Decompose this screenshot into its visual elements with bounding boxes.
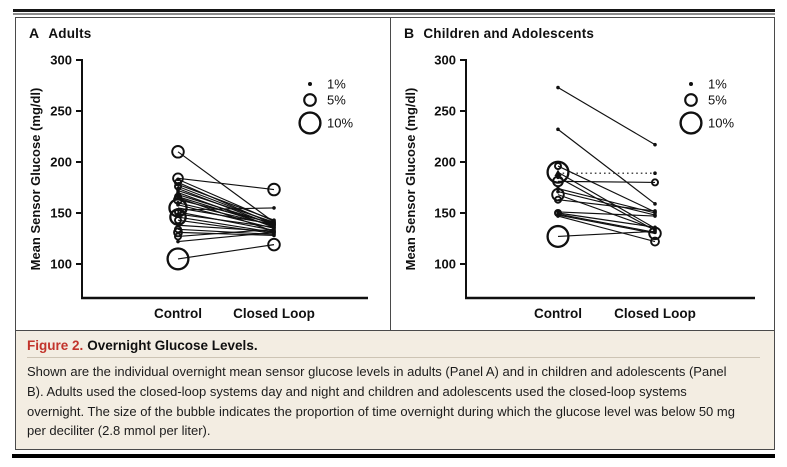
panel-b-heading: Children and Adolescents [423, 26, 595, 41]
caption-text: Shown are the individual overnight mean … [27, 364, 735, 439]
legend-label: 1% [327, 77, 346, 92]
y-tick-label: 100 [50, 257, 72, 272]
bubble-size-legend: 1%5% 10% [679, 77, 734, 135]
panel-adults: A Adults Mean Sensor Glucose (mg/dl) 300 2… [16, 18, 390, 332]
y-tick-label: 150 [50, 206, 72, 221]
legend-label: 10% [708, 116, 734, 131]
x-category-label: Closed Loop [614, 306, 696, 321]
y-tick-label: 150 [434, 206, 456, 221]
panel-b-plot: 300 250 200 150 100 Control Closed Loop 1%5% 10% [434, 53, 755, 321]
figure-caption: Figure 2. Overnight Glucose Levels. Shown… [16, 330, 774, 449]
axes: 300 250 200 150 100 Control Closed Loop [50, 53, 368, 321]
panel-a-y-axis-label: Mean Sensor Glucose (mg/dl) [28, 87, 43, 271]
y-tick-label: 250 [50, 104, 72, 119]
legend-label: 5% [708, 93, 727, 108]
x-category-label: Control [154, 306, 202, 321]
y-tick-label: 300 [50, 53, 72, 68]
legend-label: 1% [708, 77, 727, 92]
y-tick-label: 200 [434, 155, 456, 170]
bubble-size-legend: 1%5% 10% [298, 77, 353, 135]
panel-b-title: B Children and Adolescents [404, 25, 594, 41]
panel-a-title: A Adults [29, 25, 92, 41]
caption-title-row: Figure 2. Overnight Glucose Levels. [27, 338, 760, 353]
pair-markers [166, 145, 281, 271]
figure-box: A Adults Mean Sensor Glucose (mg/dl) 300 2… [15, 17, 775, 450]
x-category-label: Control [534, 306, 582, 321]
pair-lines [177, 151, 275, 260]
panel-children: B Children and Adolescents Mean Sensor Gl… [390, 18, 772, 332]
x-category-label: Closed Loop [233, 306, 315, 321]
legend-label: 10% [327, 116, 353, 131]
panels-row: A Adults Mean Sensor Glucose (mg/dl) 300 2… [16, 18, 774, 332]
y-tick-label: 300 [434, 53, 456, 68]
y-tick-label: 100 [434, 257, 456, 272]
bottom-rule [12, 454, 775, 458]
figure-title: Overnight Glucose Levels. [87, 338, 258, 353]
panel-a-letter: A [29, 25, 40, 41]
caption-divider [27, 357, 760, 358]
panel-a-heading: Adults [48, 26, 92, 41]
top-rule [13, 9, 775, 12]
panel-b-y-axis-label: Mean Sensor Glucose (mg/dl) [403, 87, 418, 271]
y-tick-label: 200 [50, 155, 72, 170]
axes: 300 250 200 150 100 Control Closed Loop [434, 53, 755, 321]
y-tick-label: 250 [434, 104, 456, 119]
panel-a-plot: 300 250 200 150 100 Control Closed Loop 1%5% 10% [50, 53, 368, 321]
panel-b-letter: B [404, 25, 415, 41]
pair-lines [557, 87, 656, 243]
figure-number: Figure 2. [27, 338, 84, 353]
pair-markers [546, 85, 662, 249]
legend-label: 5% [327, 93, 346, 108]
top-rule-shadow [13, 13, 775, 15]
